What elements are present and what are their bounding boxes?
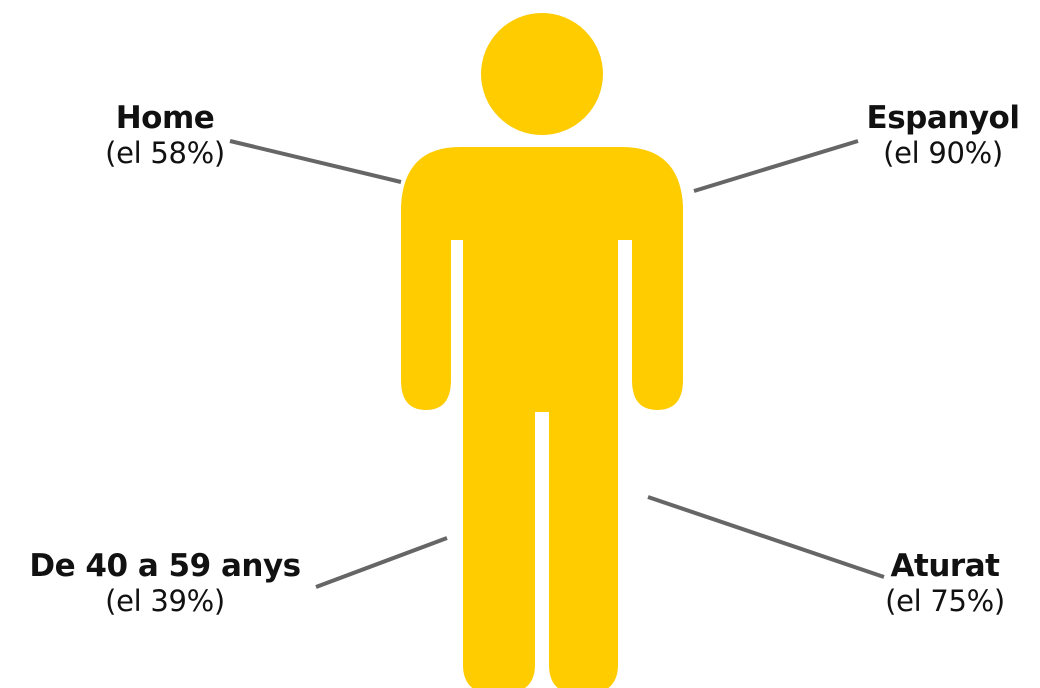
label-age: De 40 a 59 anys (el 39%) [0, 548, 330, 618]
label-home: Home (el 58%) [80, 100, 250, 170]
person-body [401, 147, 683, 688]
person-silhouette-icon [401, 13, 683, 688]
connector-espanyol [693, 139, 859, 193]
connector-age [315, 536, 448, 589]
label-aturat-value: (el 75%) [885, 584, 1005, 618]
person-head [481, 13, 603, 135]
label-home-value: (el 58%) [105, 136, 225, 170]
label-espanyol-title: Espanyol [866, 100, 1020, 136]
label-age-value: (el 39%) [105, 584, 225, 618]
label-espanyol: Espanyol (el 90%) [848, 100, 1038, 170]
connector-aturat [647, 495, 885, 579]
label-aturat-title: Aturat [890, 548, 1000, 584]
connector-home [229, 139, 402, 184]
label-aturat: Aturat (el 75%) [860, 548, 1030, 618]
label-espanyol-value: (el 90%) [883, 136, 1003, 170]
label-home-title: Home [115, 100, 215, 136]
label-age-title: De 40 a 59 anys [29, 548, 301, 584]
connectors [229, 139, 885, 589]
